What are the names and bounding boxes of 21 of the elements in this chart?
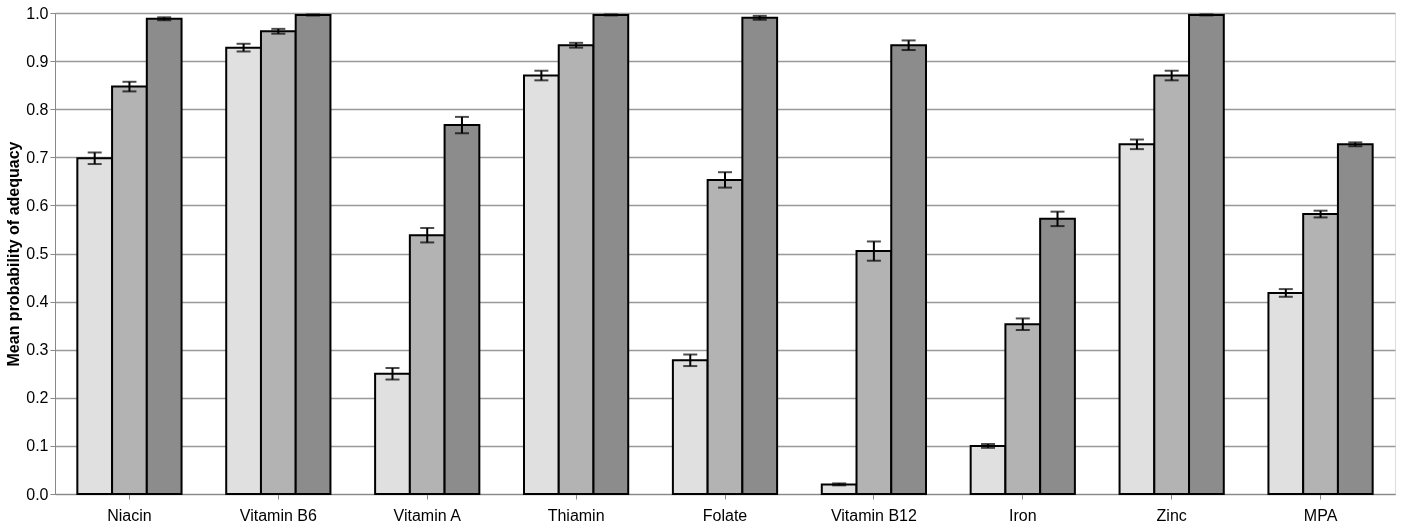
y-tick-label: 0.4 bbox=[26, 293, 49, 311]
y-axis-title: Mean probability of adequacy bbox=[5, 141, 23, 367]
y-tick-label: 0.0 bbox=[26, 485, 49, 503]
x-tick-label: Vitamin B6 bbox=[239, 506, 317, 524]
x-tick-label: Niacin bbox=[107, 506, 152, 524]
x-tick-label: Folate bbox=[702, 506, 748, 524]
y-tick-label: 0.1 bbox=[26, 437, 49, 455]
y-tick-label: 1.0 bbox=[26, 4, 49, 22]
y-tick-label: 0.3 bbox=[26, 341, 49, 359]
y-tick-label: 0.9 bbox=[26, 52, 49, 70]
x-tick-label: MPA bbox=[1303, 506, 1338, 524]
y-tick-label: 0.7 bbox=[26, 148, 49, 166]
y-tick-label: 0.6 bbox=[26, 196, 49, 214]
y-tick-label: 0.5 bbox=[26, 245, 49, 262]
y-tick-label: 0.2 bbox=[26, 389, 49, 407]
x-tick-label: Vitamin B12 bbox=[830, 506, 917, 524]
x-tick-label: Iron bbox=[1008, 506, 1037, 524]
y-tick-label: 0.8 bbox=[26, 100, 49, 118]
x-tick-label: Vitamin A bbox=[393, 506, 462, 524]
x-tick-label: Zinc bbox=[1156, 506, 1187, 524]
x-tick-label: Thiamin bbox=[547, 506, 605, 524]
